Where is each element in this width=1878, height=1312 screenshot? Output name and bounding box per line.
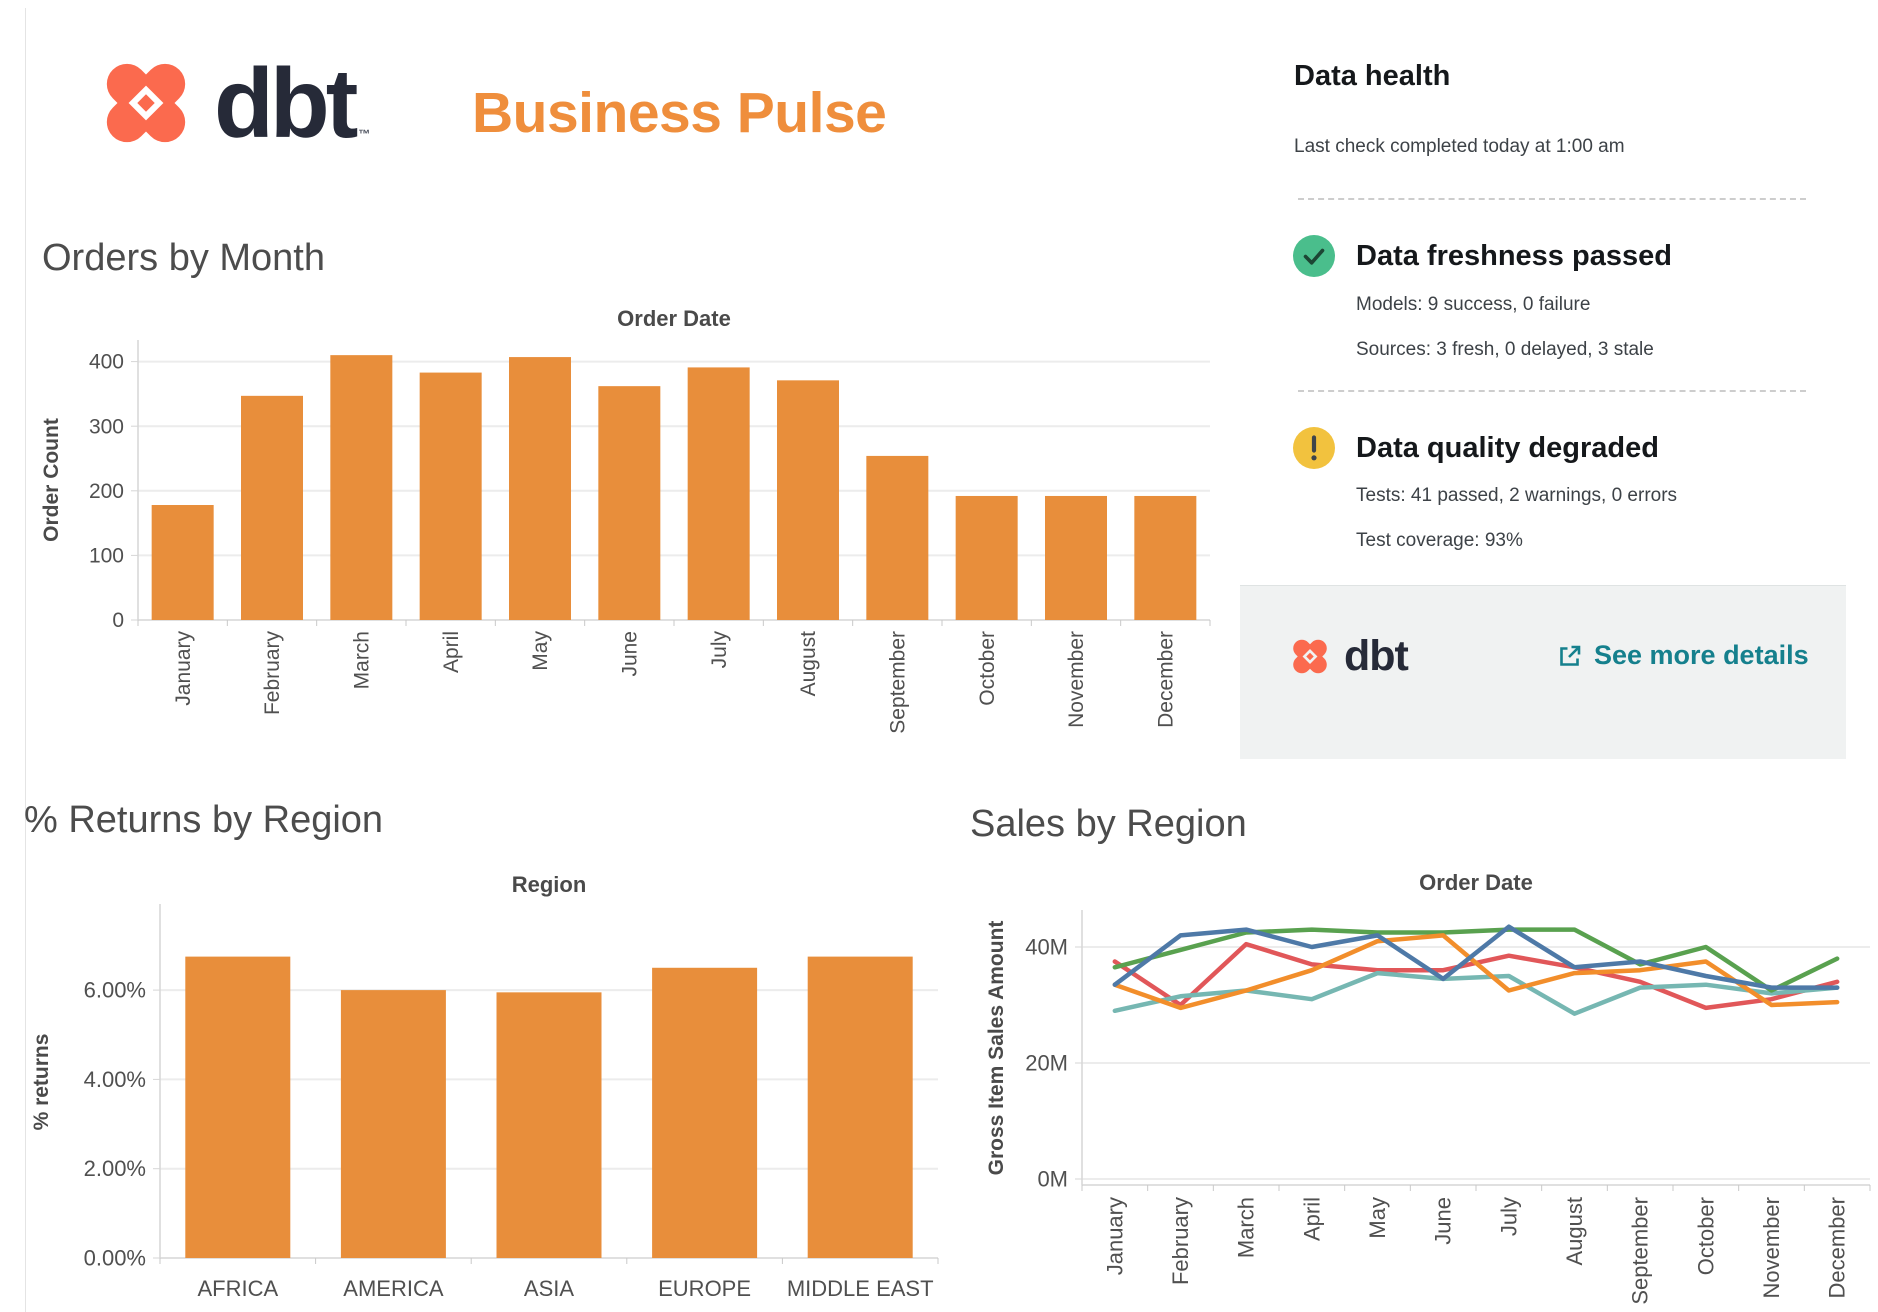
x-category-label: February (1168, 1197, 1193, 1285)
external-link-icon (1560, 645, 1581, 666)
bar-february[interactable] (241, 395, 303, 620)
x-category-label: May (529, 631, 552, 671)
x-category-label: December (1154, 631, 1177, 728)
warning-icon (1293, 427, 1335, 469)
check-icon (1293, 235, 1335, 277)
y-tick-label: 0M (1037, 1166, 1068, 1191)
axis-header-label: Region (512, 872, 587, 897)
bar-asia[interactable] (496, 992, 602, 1258)
last-check-text: Last check completed today at 1:00 am (1294, 136, 1625, 157)
freshness-status: Data freshness passed (1356, 240, 1672, 272)
y-tick-label: 0.00% (84, 1245, 146, 1270)
y-axis-title: % returns (30, 1034, 53, 1131)
x-category-label: November (1759, 1197, 1784, 1298)
bar-africa[interactable] (185, 956, 291, 1258)
x-category-label: September (1628, 1197, 1653, 1305)
x-category-label: January (1102, 1197, 1127, 1275)
x-category-label: October (976, 631, 999, 706)
dbt-logo-icon (1293, 639, 1327, 674)
x-category-label: AMERICA (343, 1276, 444, 1301)
x-category-label: March (350, 631, 373, 689)
bar-june[interactable] (598, 386, 661, 620)
line-series-blue[interactable] (1112, 924, 1840, 990)
trademark-mark: ™ (358, 127, 371, 141)
left-edge-divider (25, 8, 26, 1312)
bar-march[interactable] (330, 355, 393, 620)
dbt-logo-text: dbt (1344, 632, 1409, 680)
bar-april[interactable] (419, 372, 482, 620)
y-tick-label: 300 (89, 415, 124, 438)
y-tick-label: 4.00% (84, 1067, 146, 1092)
data-health-title: Data health (1294, 60, 1451, 92)
x-category-label: September (886, 631, 909, 734)
y-axis-title: Order Count (40, 418, 63, 542)
x-category-label: July (708, 631, 731, 669)
axis-header-label: Order Date (617, 306, 731, 331)
bar-november[interactable] (1045, 495, 1107, 620)
x-category-label: July (1496, 1197, 1521, 1236)
bar-america[interactable] (340, 990, 446, 1258)
x-category-label: February (261, 631, 284, 716)
quality-tests: Tests: 41 passed, 2 warnings, 0 errors (1356, 485, 1678, 506)
dbt-logo-icon (106, 63, 186, 143)
bar-december[interactable] (1134, 495, 1197, 620)
see-more-details-label: See more details (1594, 640, 1809, 670)
orders-by-month-chart: 0 100 200 300 400 Order Date Order Count Januar… (40, 306, 1211, 734)
x-category-label: January (172, 631, 195, 706)
x-category-label: April (1299, 1197, 1324, 1241)
bar-july[interactable] (687, 367, 750, 620)
returns-by-region-chart: 0.00% 2.00% 4.00% 6.00% Region % returns AFRIC… (30, 872, 939, 1301)
x-category-label: March (1234, 1197, 1259, 1258)
x-category-label: June (618, 631, 641, 677)
x-category-label: August (1562, 1197, 1587, 1266)
y-tick-label: 20M (1025, 1050, 1068, 1075)
x-category-label: December (1825, 1197, 1850, 1298)
dbt-logo-text: dbt ™ (214, 48, 371, 158)
bar-january[interactable] (151, 505, 214, 620)
quality-status: Data quality degraded (1356, 432, 1659, 464)
freshness-sources: Sources: 3 fresh, 0 delayed, 3 stale (1356, 339, 1654, 360)
dashed-divider (1298, 390, 1806, 392)
bar-september[interactable] (866, 455, 929, 620)
x-category-label: MIDDLE EAST (787, 1276, 934, 1301)
x-category-label: ASIA (524, 1276, 574, 1301)
y-tick-label: 400 (89, 351, 124, 374)
data-health-footer: dbt See more details (1240, 585, 1846, 759)
sales-chart-title: Sales by Region (970, 803, 1247, 845)
bar-middle-east[interactable] (807, 956, 913, 1258)
orders-chart-title: Orders by Month (42, 237, 325, 279)
y-tick-label: 0 (112, 609, 124, 632)
page-title: Business Pulse (472, 81, 887, 145)
bar-may[interactable] (509, 357, 571, 620)
data-health-panel: Data health Last check completed today a… (1240, 52, 1846, 759)
x-category-label: EUROPE (658, 1276, 751, 1301)
dashed-divider (1298, 198, 1806, 200)
y-tick-label: 6.00% (84, 978, 146, 1003)
y-tick-label: 100 (89, 545, 124, 568)
line-series-green[interactable] (1112, 927, 1840, 993)
y-tick-label: 40M (1025, 934, 1068, 959)
bar-europe[interactable] (652, 967, 758, 1258)
x-category-label: June (1431, 1197, 1456, 1245)
bar-october[interactable] (955, 495, 1018, 620)
x-category-label: October (1693, 1197, 1718, 1275)
x-category-label: April (440, 631, 463, 673)
bar-august[interactable] (777, 380, 839, 620)
line-series-orange[interactable] (1112, 933, 1840, 1011)
x-category-label: May (1365, 1197, 1390, 1239)
x-category-label: August (797, 631, 820, 697)
y-axis-title: Gross Item Sales Amount (985, 921, 1008, 1176)
sales-by-region-chart: 0M 20M 40M Order Date Gross Item Sales Amoun… (985, 870, 1871, 1305)
see-more-details-link[interactable]: See more details (1556, 640, 1816, 671)
y-tick-label: 200 (89, 480, 124, 503)
x-category-label: November (1065, 631, 1088, 728)
y-tick-label: 2.00% (84, 1156, 146, 1181)
axis-header-label: Order Date (1419, 870, 1533, 895)
x-category-label: AFRICA (197, 1276, 278, 1301)
freshness-models: Models: 9 success, 0 failure (1356, 294, 1591, 315)
returns-chart-title: % Returns by Region (24, 799, 384, 841)
quality-coverage: Test coverage: 93% (1356, 530, 1523, 551)
